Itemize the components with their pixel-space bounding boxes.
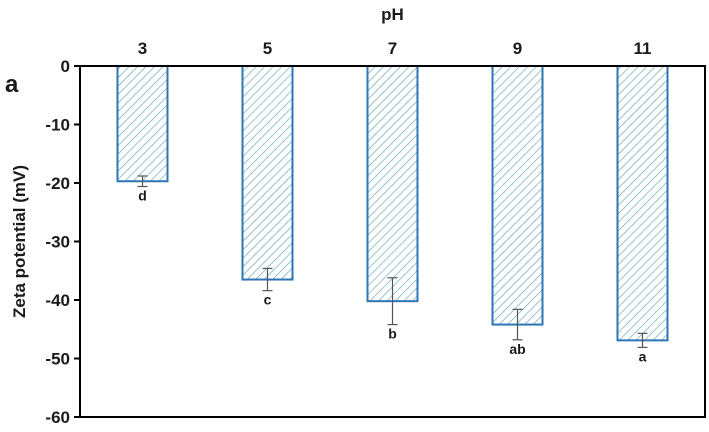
x-categories-group: 3 5 7 9 11	[138, 39, 652, 58]
x-tick-label: 7	[388, 39, 397, 58]
y-axis-title: Zeta potential (mV)	[10, 165, 29, 318]
error-bars-group	[137, 175, 648, 348]
x-tick-label: 3	[138, 39, 147, 58]
y-tick-label: -10	[45, 116, 70, 135]
significance-labels-group: d c b ab a	[138, 188, 646, 365]
y-tick-label: -60	[45, 408, 70, 427]
bar-ph-7	[366, 65, 419, 303]
panel-label: a	[5, 71, 19, 98]
y-tick-label: -40	[45, 291, 70, 310]
bar-ph-3	[116, 65, 169, 183]
y-tick-label: -20	[45, 174, 70, 193]
y-ticks-group: 0 -10 -20 -30 -40 -50 -60	[45, 57, 80, 427]
significance-label: ab	[509, 341, 525, 357]
y-tick-label: 0	[61, 57, 70, 76]
significance-label: b	[388, 326, 397, 342]
bar-ph-5	[241, 65, 294, 281]
y-tick-label: -30	[45, 233, 70, 252]
x-tick-label: 9	[513, 39, 522, 58]
significance-label: a	[639, 348, 647, 364]
x-axis-title: pH	[381, 5, 404, 24]
bar-ph-11	[616, 65, 669, 342]
x-tick-label: 5	[263, 39, 272, 58]
x-tick-label: 11	[634, 39, 652, 58]
significance-label: d	[138, 188, 147, 204]
y-tick-label: -50	[45, 350, 70, 369]
bar-ph-9	[491, 65, 544, 326]
significance-label: c	[264, 292, 272, 308]
